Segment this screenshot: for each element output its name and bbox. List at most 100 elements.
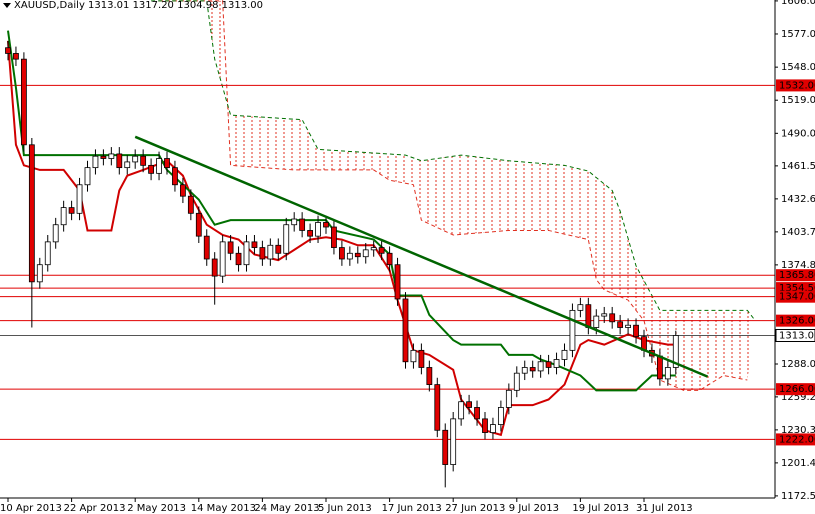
candle-body	[179, 184, 186, 197]
x-tick-label: 19 Jul 2013	[572, 503, 629, 514]
candle-body	[195, 212, 202, 237]
candle-body	[68, 207, 75, 214]
candle-body	[490, 424, 496, 433]
candle-body	[20, 58, 27, 146]
candle-body	[164, 158, 170, 169]
candle-body	[569, 309, 576, 351]
y-tick-label: 1288.05	[781, 359, 815, 370]
candle-body	[227, 241, 234, 254]
candle-body	[609, 313, 616, 323]
candle-body	[394, 264, 401, 300]
candle-body	[354, 252, 361, 258]
candle-body	[338, 247, 345, 260]
y-tick-label: 1201.45	[781, 458, 815, 469]
candle-body	[148, 164, 154, 174]
candle-body	[132, 155, 139, 163]
candle-body	[187, 195, 194, 214]
trendline	[134, 135, 709, 378]
y-tick-label: 1461.55	[781, 161, 815, 172]
y-tick-label: 1577.05	[781, 29, 815, 40]
candle-body	[426, 367, 433, 386]
candle-body	[36, 264, 43, 283]
candle-body	[386, 252, 393, 266]
candle-body	[307, 230, 313, 237]
candle-body	[410, 349, 417, 363]
candle-body	[537, 361, 544, 372]
candle-body	[370, 247, 377, 251]
y-tick-label: 1172.55	[781, 491, 815, 502]
candle-body	[13, 53, 19, 60]
candle-body	[76, 184, 83, 214]
candle-body	[633, 324, 639, 338]
current-price-label: 1313.00	[779, 331, 815, 342]
level-label-box	[776, 383, 815, 396]
y-tick-label: 1374.85	[781, 260, 815, 271]
candle-body	[116, 153, 123, 169]
candle-body	[545, 361, 552, 368]
candle-body	[450, 418, 457, 465]
level-label: 1326.00	[779, 316, 815, 327]
candle-body	[593, 315, 600, 328]
candle-body	[521, 367, 528, 374]
x-tick-label: 14 May 2013	[191, 503, 256, 514]
candle-body	[52, 224, 59, 243]
candle-body	[617, 321, 624, 328]
candle-body	[291, 218, 298, 226]
candle-body	[275, 244, 282, 254]
candle-body	[672, 335, 679, 368]
level-label-box	[776, 433, 815, 446]
level-label: 1365.80	[779, 270, 815, 281]
candle-body	[553, 359, 560, 368]
level-label-box	[776, 269, 815, 282]
level-label: 1266.00	[779, 384, 815, 395]
candle-body	[124, 161, 131, 169]
candle-body	[434, 384, 441, 431]
x-tick-label: 22 Apr 2013	[64, 503, 126, 514]
chart-title: XAUUSD,Daily 1313.01 1317.20 1304.98 131…	[14, 0, 263, 11]
candle-body	[331, 226, 337, 248]
x-tick-label: 27 Jun 2013	[445, 503, 505, 514]
candle-body	[172, 167, 178, 186]
candle-body	[108, 153, 115, 159]
y-tick-label: 1259.25	[781, 392, 815, 403]
plot-area	[0, 0, 775, 488]
candle-body	[299, 218, 306, 231]
level-label: 1532.00	[779, 80, 815, 91]
cloud	[151, 0, 756, 391]
candle-body	[84, 167, 91, 186]
candle-body	[378, 247, 385, 254]
candle-body	[482, 418, 488, 433]
candle-body	[219, 241, 226, 277]
candle-body	[60, 207, 67, 226]
candle-body	[656, 355, 663, 380]
candle-body	[315, 222, 321, 237]
candle-body	[323, 222, 329, 228]
level-label-box	[776, 79, 815, 92]
cloud-span-b	[151, 0, 756, 321]
candle-body	[211, 258, 218, 277]
candle-body	[466, 401, 472, 408]
candle-body	[402, 298, 409, 363]
y-tick-label: 1490.05	[781, 128, 815, 139]
y-tick-label: 1432.65	[781, 194, 815, 205]
cloud-span-a	[159, 0, 748, 391]
y-tick-label: 1606.00	[781, 0, 815, 7]
candle-body	[497, 407, 504, 425]
candle-body	[156, 158, 162, 174]
candle-body	[577, 304, 584, 311]
x-tick-label: 5 Jun 2013	[318, 503, 372, 514]
candle-body	[251, 241, 258, 248]
current-price-box	[775, 329, 815, 343]
candle-body	[28, 144, 35, 283]
candle-body	[267, 244, 274, 260]
y-tick-label: 1519.05	[781, 95, 815, 106]
level-label: 1222.00	[779, 434, 815, 445]
candle-body	[664, 367, 671, 380]
candle-body	[625, 324, 631, 328]
candle-body	[235, 252, 242, 266]
y-tick-label: 1230.35	[781, 425, 815, 436]
level-label-box	[776, 314, 815, 327]
candle-body	[561, 349, 568, 360]
candle-body	[505, 389, 512, 408]
